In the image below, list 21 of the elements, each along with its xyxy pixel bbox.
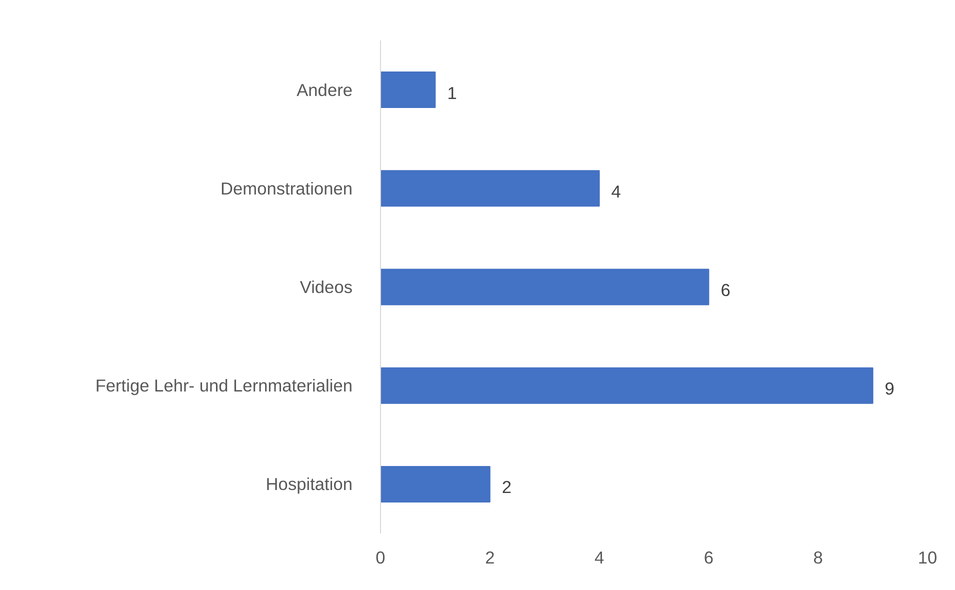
y-tick-label: Fertige Lehr- und Lernmaterialien <box>95 376 353 396</box>
y-tick-label: Hospitation <box>266 474 353 494</box>
x-tick-label: 6 <box>704 548 714 568</box>
x-tick-label: 10 <box>918 548 938 568</box>
x-tick-label: 2 <box>485 548 495 568</box>
data-label: 1 <box>447 82 457 103</box>
x-tick-label: 4 <box>594 548 604 568</box>
data-label: 9 <box>884 378 894 399</box>
bar <box>380 170 600 207</box>
x-tick-label: 8 <box>813 548 823 568</box>
x-tick-label: 0 <box>376 548 386 568</box>
bar <box>380 466 490 502</box>
y-tick-label: Demonstrationen <box>220 178 353 198</box>
bar <box>380 72 436 108</box>
data-label: 2 <box>502 477 512 498</box>
data-label: 6 <box>720 280 730 300</box>
bar <box>380 268 710 306</box>
bar <box>380 367 874 404</box>
y-tick-label: Andere <box>296 80 353 100</box>
y-tick-label: Videos <box>300 277 353 297</box>
data-label: 4 <box>611 181 622 202</box>
